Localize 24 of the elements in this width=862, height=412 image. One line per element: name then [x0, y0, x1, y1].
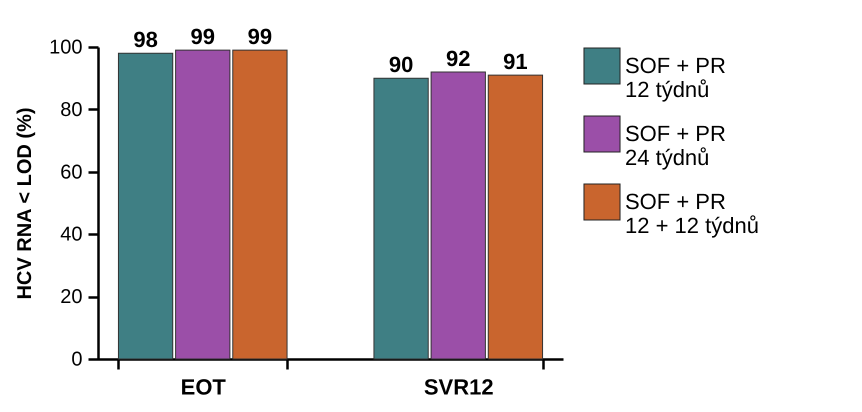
legend-label: SOF + PR 24 týdnů — [625, 121, 726, 170]
y-tick-label: 0 — [71, 348, 82, 370]
data-label: 98 — [133, 27, 158, 52]
bar — [430, 71, 486, 360]
bar — [175, 50, 230, 360]
bar — [373, 78, 429, 360]
data-label: 99 — [248, 24, 272, 50]
legend-label: SOF + PR 12 týdnů — [625, 53, 726, 102]
bar — [232, 50, 288, 360]
y-tick-label: 20 — [60, 286, 82, 308]
y-tick-label: 60 — [60, 161, 82, 184]
y-axis-title: HCV RNA < LOD (%) — [14, 107, 36, 300]
data-label: 99 — [190, 24, 215, 50]
y-tick-label: 80 — [60, 98, 82, 121]
bar — [488, 74, 544, 360]
x-tick-label: EOT — [180, 374, 226, 400]
data-label: 90 — [388, 52, 414, 78]
legend-label: SOF + PR 12 + 12 týdnů — [625, 189, 759, 238]
data-label: 92 — [446, 46, 470, 71]
x-tick-label: SVR12 — [424, 374, 494, 400]
y-tick-label: 100 — [49, 36, 82, 58]
bar — [118, 52, 174, 360]
y-tick-label: 40 — [60, 224, 82, 246]
data-label: 91 — [503, 49, 528, 74]
